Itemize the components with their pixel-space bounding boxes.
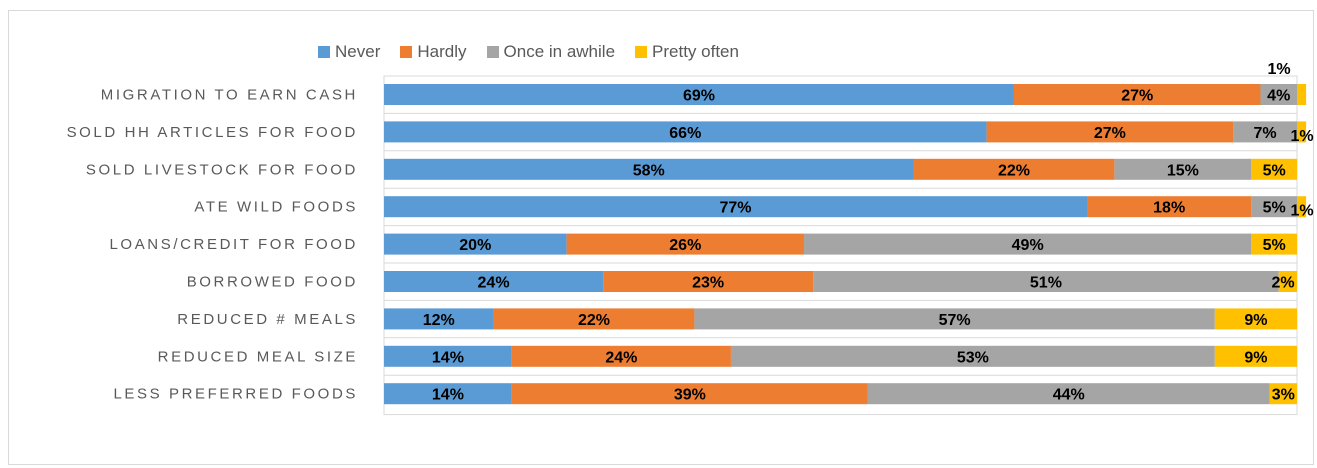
data-label-hardly-sold-livestock-for-food: 22% <box>998 162 1030 179</box>
legend-label-never: Never <box>335 42 381 61</box>
data-label-once-in-awhile-loans-credit-for-food: 49% <box>1012 237 1044 254</box>
data-label-pretty-often-loans-credit-for-food: 5% <box>1263 237 1286 254</box>
data-label-never-reduced-meal-size: 14% <box>432 349 464 366</box>
data-label-once-in-awhile-reduced-meal-size: 53% <box>957 349 989 366</box>
bar-once-in-awhile-ate-wild-foods <box>1251 196 1297 218</box>
data-label-hardly-borrowed-food: 23% <box>692 275 724 292</box>
bar-once-in-awhile-reduced-meals <box>694 308 1215 330</box>
bar-pretty-often-loans-credit-for-food <box>1251 233 1297 255</box>
legend-item-pretty-often: Pretty often <box>635 42 739 62</box>
data-label-pretty-often-reduced-meals: 9% <box>1244 312 1267 329</box>
category-label-reduced-meals: REDUCED # MEALS <box>177 311 358 328</box>
legend-swatch-pretty-often <box>635 46 648 58</box>
bar-hardly-sold-hh-articles-for-food <box>986 121 1234 143</box>
legend-swatch-never <box>318 46 331 58</box>
data-label-hardly-loans-credit-for-food: 26% <box>669 237 701 254</box>
bar-pretty-often-reduced-meal-size <box>1214 345 1297 367</box>
bar-pretty-often-less-preferred-foods <box>1269 383 1297 405</box>
data-label-once-in-awhile-sold-livestock-for-food: 15% <box>1167 162 1199 179</box>
data-label-never-reduced-meals: 12% <box>423 312 455 329</box>
legend-swatch-hardly <box>400 46 413 58</box>
bar-hardly-less-preferred-foods <box>511 383 868 405</box>
data-label-never-borrowed-food: 24% <box>478 275 510 292</box>
data-label-once-in-awhile-migration-to-earn-cash: 4% <box>1267 88 1290 105</box>
bar-never-borrowed-food <box>384 271 604 292</box>
bar-never-ate-wild-foods <box>384 196 1088 218</box>
data-label-hardly-less-preferred-foods: 39% <box>674 387 706 404</box>
legend-swatch-once-in-awhile <box>486 46 499 58</box>
bar-pretty-often-ate-wild-foods <box>1297 196 1307 218</box>
bar-hardly-reduced-meal-size <box>511 345 731 367</box>
data-label-pretty-often-sold-livestock-for-food: 5% <box>1263 162 1286 179</box>
data-label-pretty-often-sold-hh-articles-for-food: 1% <box>1290 128 1313 145</box>
category-label-loans-credit-for-food: LOANS/CREDIT FOR FOOD <box>109 236 358 253</box>
bar-once-in-awhile-sold-livestock-for-food <box>1114 158 1252 180</box>
data-label-pretty-often-borrowed-food: 2% <box>1271 275 1294 292</box>
bar-never-sold-livestock-for-food <box>384 158 914 180</box>
bar-never-migration-to-earn-cash <box>384 84 1014 105</box>
bar-never-loans-credit-for-food <box>384 233 567 255</box>
bar-hardly-sold-livestock-for-food <box>913 158 1115 180</box>
data-label-once-in-awhile-reduced-meals: 57% <box>939 312 971 329</box>
data-label-never-migration-to-earn-cash: 69% <box>683 88 715 105</box>
category-label-borrowed-food: BORROWED FOOD <box>187 274 358 291</box>
bar-once-in-awhile-sold-hh-articles-for-food <box>1233 121 1297 143</box>
data-label-pretty-often-ate-wild-foods: 1% <box>1290 203 1313 220</box>
legend-item-never: Never <box>318 42 380 62</box>
legend-label-pretty-often: Pretty often <box>652 42 739 61</box>
data-label-pretty-often-migration-to-earn-cash: 1% <box>1267 61 1290 78</box>
bar-once-in-awhile-reduced-meal-size <box>730 345 1215 367</box>
bar-once-in-awhile-borrowed-food <box>813 271 1279 292</box>
data-label-pretty-often-less-preferred-foods: 3% <box>1272 387 1295 404</box>
data-label-hardly-ate-wild-foods: 18% <box>1153 200 1185 217</box>
data-label-never-ate-wild-foods: 77% <box>719 200 751 217</box>
category-label-reduced-meal-size: REDUCED MEAL SIZE <box>158 348 358 365</box>
data-label-never-sold-livestock-for-food: 58% <box>633 162 665 179</box>
bar-hardly-reduced-meals <box>493 308 695 330</box>
bar-pretty-often-sold-livestock-for-food <box>1251 158 1297 180</box>
bar-pretty-often-sold-hh-articles-for-food <box>1297 121 1307 143</box>
data-label-once-in-awhile-sold-hh-articles-for-food: 7% <box>1253 125 1276 142</box>
bar-once-in-awhile-less-preferred-foods <box>867 383 1270 405</box>
data-label-hardly-migration-to-earn-cash: 27% <box>1121 88 1153 105</box>
data-label-never-loans-credit-for-food: 20% <box>459 237 491 254</box>
bar-never-reduced-meal-size <box>384 345 512 367</box>
bar-hardly-borrowed-food <box>603 271 814 292</box>
data-label-once-in-awhile-borrowed-food: 51% <box>1030 275 1062 292</box>
data-label-hardly-sold-hh-articles-for-food: 27% <box>1094 125 1126 142</box>
bar-pretty-often-migration-to-earn-cash <box>1297 84 1307 105</box>
bar-once-in-awhile-migration-to-earn-cash <box>1260 84 1297 105</box>
bar-never-sold-hh-articles-for-food <box>384 121 987 143</box>
legend-item-once-in-awhile: Once in awhile <box>486 42 616 62</box>
bar-hardly-migration-to-earn-cash <box>1013 84 1261 105</box>
bar-hardly-ate-wild-foods <box>1087 196 1252 218</box>
legend-label-once-in-awhile: Once in awhile <box>503 42 616 61</box>
data-label-pretty-often-reduced-meal-size: 9% <box>1244 349 1267 366</box>
data-label-once-in-awhile-less-preferred-foods: 44% <box>1053 387 1085 404</box>
bar-once-in-awhile-loans-credit-for-food <box>803 233 1252 255</box>
legend-item-hardly: Hardly <box>400 42 467 62</box>
bar-hardly-loans-credit-for-food <box>566 233 804 255</box>
legend-label-hardly: Hardly <box>417 42 467 61</box>
category-label-migration-to-earn-cash: MIGRATION TO EARN CASH <box>101 87 358 104</box>
data-label-hardly-reduced-meal-size: 24% <box>605 349 637 366</box>
bar-pretty-often-borrowed-food <box>1278 271 1297 292</box>
bar-never-reduced-meals <box>384 308 494 330</box>
chart-legend: Never Hardly Once in awhile Pretty often <box>0 40 1187 64</box>
data-label-never-sold-hh-articles-for-food: 66% <box>669 125 701 142</box>
category-label-sold-livestock-for-food: SOLD LIVESTOCK FOR FOOD <box>86 161 358 178</box>
bar-pretty-often-reduced-meals <box>1214 308 1297 330</box>
bar-never-less-preferred-foods <box>384 383 512 405</box>
data-label-hardly-reduced-meals: 22% <box>578 312 610 329</box>
data-label-once-in-awhile-ate-wild-foods: 5% <box>1263 200 1286 217</box>
category-label-sold-hh-articles-for-food: SOLD HH ARTICLES FOR FOOD <box>67 124 358 141</box>
data-label-never-less-preferred-foods: 14% <box>432 387 464 404</box>
category-label-less-preferred-foods: LESS PREFERRED FOODS <box>113 386 358 403</box>
category-label-ate-wild-foods: ATE WILD FOODS <box>194 199 358 216</box>
